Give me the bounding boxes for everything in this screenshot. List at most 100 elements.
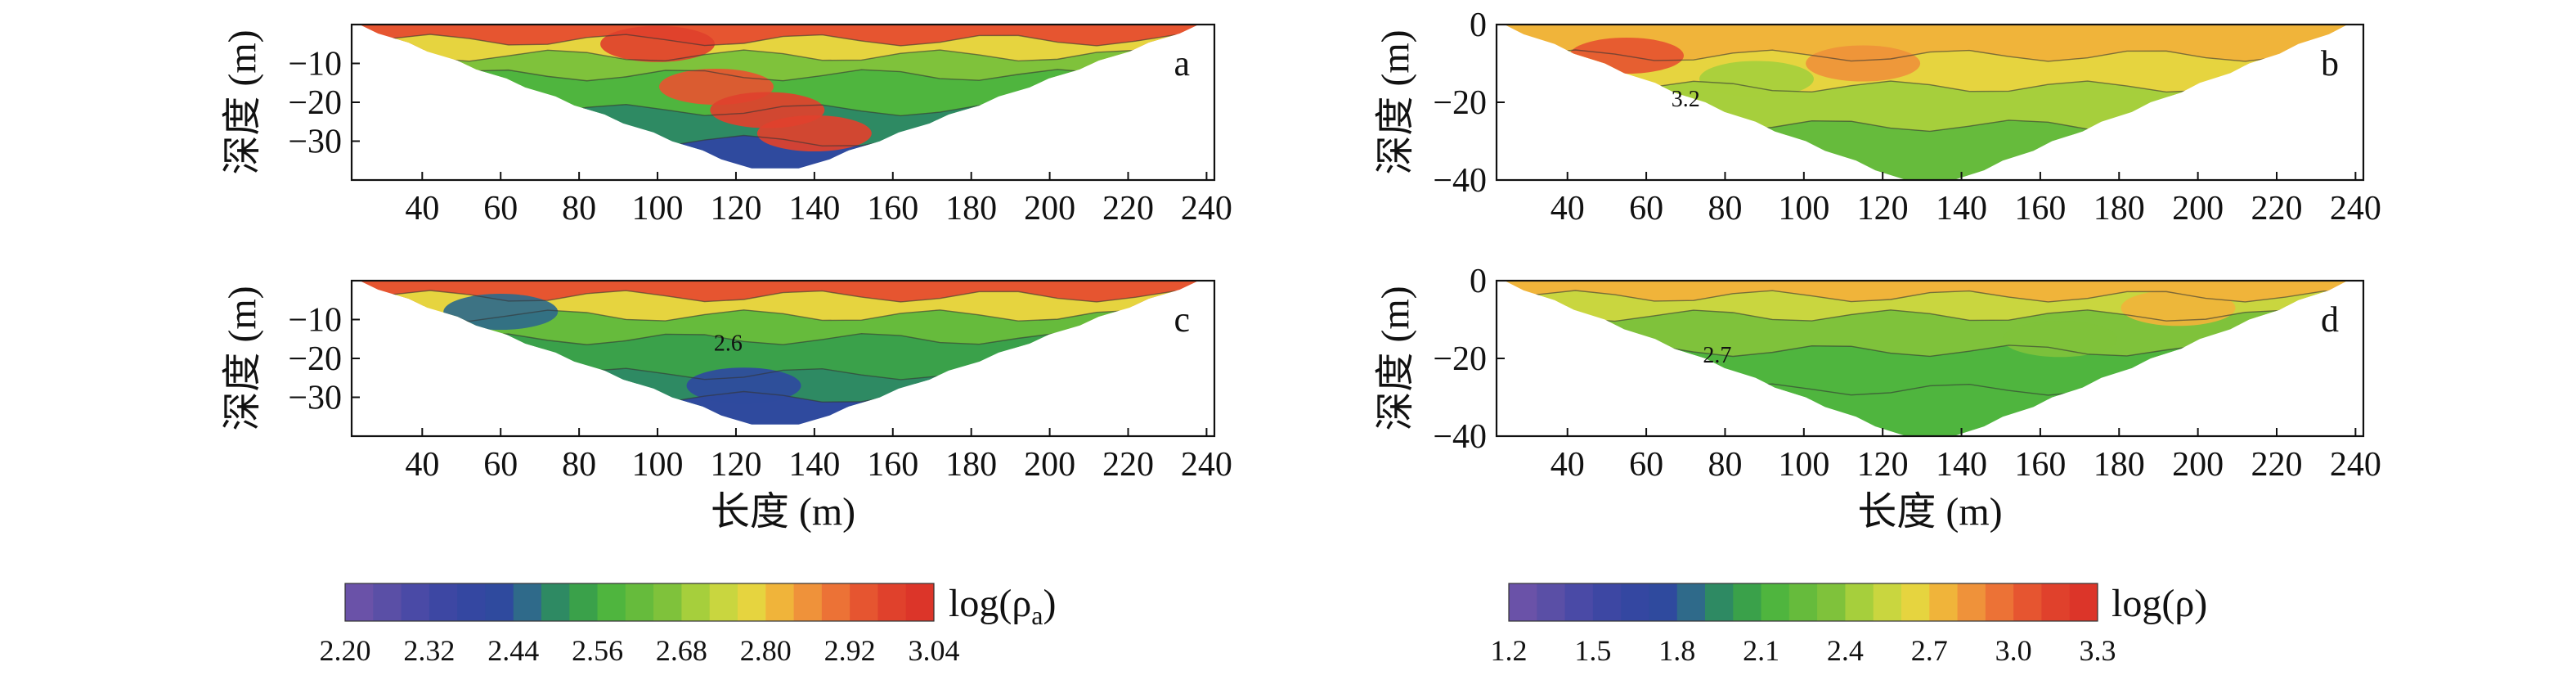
- panel-c-xtick-label: 220: [1102, 446, 1154, 484]
- panel-a-xtick-label: 220: [1102, 190, 1154, 227]
- panel-c-xtick-label: 200: [1024, 446, 1075, 484]
- panel-c-ytick-label: −30: [288, 380, 342, 417]
- panel-a-letter: a: [1174, 43, 1190, 83]
- panel-d-ytick-label: −40: [1433, 418, 1487, 456]
- panel-a-contour-1: [359, 49, 1199, 62]
- panel-a-field: [359, 25, 1199, 169]
- panel-a-layer-2: [359, 50, 1199, 85]
- colorbar-1-swatch: [569, 583, 599, 621]
- panel-b-xtick-label: 40: [1551, 190, 1585, 227]
- panel-d-ytick-label: −20: [1433, 340, 1487, 378]
- colorbar-1-swatch: [877, 583, 907, 621]
- colorbar-1-swatch: [850, 583, 878, 621]
- colorbar-2: 1.2 1.5 1.8 2.1 2.4 2.7 3.0 3.3 log(ρ): [1491, 582, 2208, 667]
- colorbar-1-swatch: [541, 583, 570, 621]
- colorbar-1-swatch: [821, 583, 850, 621]
- panel-d-ytick-label: 0: [1470, 263, 1487, 300]
- colorbar-1-swatch: [485, 583, 514, 621]
- colorbar-1-frame: [344, 583, 935, 622]
- colorbar-2-swatch: [1509, 583, 1537, 621]
- panel-c-xtick-label: 160: [867, 446, 918, 484]
- panel-d-xlabel: 长度 (m): [1857, 490, 2002, 534]
- colorbar-2-swatch: [2013, 583, 2042, 621]
- colorbar-2-swatch: [2041, 583, 2071, 621]
- colorbar-1-swatch: [401, 583, 430, 621]
- panel-d-field: [1504, 281, 2348, 436]
- colorbar-2-swatch: [1733, 583, 1762, 621]
- panel-b-xtick-label: 80: [1708, 190, 1742, 227]
- panel-b-contour-label-0: 3.2: [1672, 87, 1700, 112]
- panel-c-field: [359, 281, 1199, 425]
- panel-c-anomaly-1: [443, 294, 559, 330]
- colorbar-2-frame: [1508, 583, 2098, 622]
- panel-d-xtick-label: 220: [2251, 446, 2303, 484]
- panel-c-xtick-label: 80: [562, 446, 596, 484]
- colorbar-1-swatch: [765, 583, 795, 621]
- colorbar-2-tick-label: 2.1: [1743, 634, 1779, 667]
- colorbar-2-swatch: [1957, 583, 1986, 621]
- panel-b-xtick-label: 160: [2014, 190, 2066, 227]
- colorbar-1-swatch: [681, 583, 711, 621]
- colorbar-2-swatch: [1985, 583, 2014, 621]
- panel-b-ytick-label: 0: [1470, 7, 1487, 44]
- panel-b-xtick-label: 180: [2094, 190, 2145, 227]
- panel-d-contour-0: [1504, 290, 2348, 303]
- panel-a-xtick-label: 240: [1181, 190, 1232, 227]
- colorbar-1-tick-label: 3.04: [909, 634, 960, 667]
- colorbar-2-tick-label: 1.8: [1658, 634, 1695, 667]
- colorbar-2-tick-label: 1.2: [1491, 634, 1528, 667]
- panel-a-contour-0: [359, 34, 1199, 47]
- panel-c-ytick-label: −20: [288, 340, 342, 378]
- colorbar-1-swatch: [373, 583, 402, 621]
- panel-a-contour-2: [359, 69, 1199, 82]
- colorbar-1-swatch: [793, 583, 823, 621]
- panel-a-xtick-label: 100: [632, 190, 684, 227]
- panel-b-field: [1504, 25, 2348, 180]
- panel-d-xtick-label: 80: [1708, 446, 1742, 484]
- colorbar-2-swatch: [1845, 583, 1874, 621]
- panel-d-xtick-label: 100: [1778, 446, 1829, 484]
- colorbar-2-swatch: [1649, 583, 1678, 621]
- panel-b-ytick-label: −20: [1433, 84, 1487, 122]
- panel-a-ylabel: 深度 (m): [221, 29, 264, 174]
- panel-b-anomaly-1: [1806, 45, 1921, 82]
- colorbar-1-swatch: [597, 583, 626, 621]
- colorbar-2-swatch: [1592, 583, 1622, 621]
- colorbar-2-swatch: [1817, 583, 1846, 621]
- panel-b: 40 60 80 100 120 140 160 180 200 220 240 0 −20 −40 深度 …: [1374, 7, 2381, 227]
- colorbar-1-swatch: [513, 583, 542, 621]
- panel-a-xtick-label: 180: [945, 190, 997, 227]
- panel-a-ytick-label: −10: [288, 46, 342, 83]
- panel-d-xtick-label: 180: [2094, 446, 2145, 484]
- panel-d-xtick-label: 60: [1629, 446, 1663, 484]
- colorbar-2-swatch: [1788, 583, 1818, 621]
- panel-c-letter: c: [1174, 299, 1190, 340]
- panel-c-xtick-label: 60: [483, 446, 518, 484]
- panel-b-xtick-label: 120: [1857, 190, 1909, 227]
- panel-c-xlabel: 长度 (m): [711, 490, 855, 534]
- panel-c-xtick-label: 40: [405, 446, 439, 484]
- colorbar-1-tick-label: 2.32: [403, 634, 455, 667]
- colorbar-1: 2.20 2.32 2.44 2.56 2.68 2.80 2.92 3.04 log(ρa): [320, 582, 1057, 667]
- colorbar-2-swatch: [2069, 583, 2098, 621]
- panel-d-contour-label-0: 2.7: [1703, 343, 1731, 368]
- panel-b-layer-2: [1504, 81, 2348, 136]
- colorbar-2-swatch: [1621, 583, 1649, 621]
- panel-c-contour-1: [359, 309, 1199, 322]
- colorbar-1-tick-label: 2.44: [487, 634, 539, 667]
- panel-b-ylabel: 深度 (m): [1374, 29, 1417, 174]
- panel-c-contour-label-0: 2.6: [714, 331, 743, 357]
- panel-d: 40 60 80 100 120 140 160 180 200 220 240 0 −20 −40 深度 …: [1374, 263, 2381, 534]
- panel-b-ytick-label: −40: [1433, 162, 1487, 200]
- panel-d-contour-1: [1504, 309, 2348, 322]
- colorbar-1-swatch: [738, 583, 766, 621]
- colorbar-1-swatch: [345, 583, 374, 621]
- panel-d-xtick-label: 160: [2014, 446, 2066, 484]
- colorbar-1-swatch: [457, 583, 486, 621]
- colorbar-2-swatch: [1929, 583, 1959, 621]
- panel-d-xtick-label: 240: [2330, 446, 2381, 484]
- panel-a-anomaly-2: [756, 115, 872, 151]
- panel-a-xtick-label: 120: [710, 190, 761, 227]
